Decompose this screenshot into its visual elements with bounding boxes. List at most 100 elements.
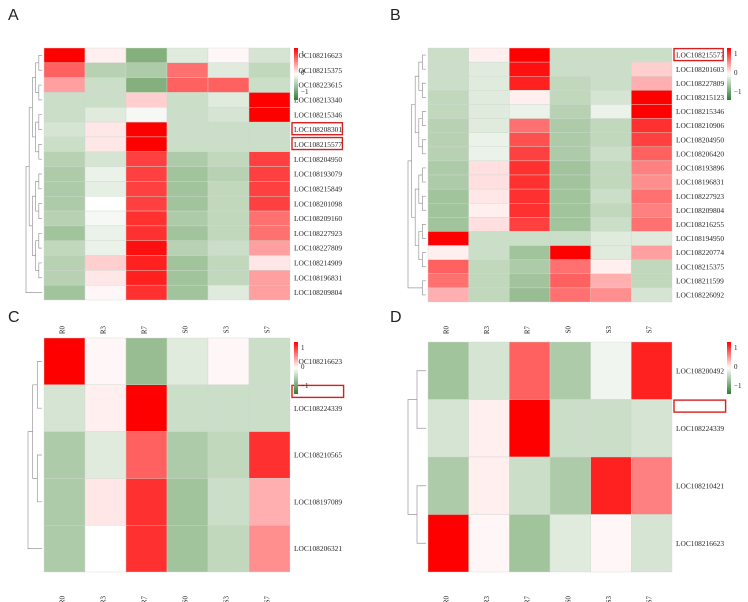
column-label: S3 bbox=[223, 596, 231, 602]
heatmap-cell bbox=[427, 203, 469, 218]
row-label: LOC108215346 bbox=[676, 107, 724, 116]
heatmap-cell bbox=[207, 240, 250, 256]
dendrogram-branch bbox=[36, 454, 42, 503]
heatmap-cell bbox=[509, 61, 551, 77]
heatmap-cell bbox=[631, 203, 673, 218]
heatmap-cell bbox=[427, 174, 469, 190]
row-label: LOC108210565 bbox=[294, 451, 342, 460]
column-label: R7 bbox=[524, 596, 532, 602]
heatmap-cell bbox=[84, 151, 127, 167]
legend-tick: 0 bbox=[301, 69, 305, 77]
row-label: LOC108227809 bbox=[676, 79, 724, 88]
row-label: LOC108193079 bbox=[294, 170, 342, 179]
heatmap-cell bbox=[509, 245, 551, 260]
heatmap-cell bbox=[43, 77, 86, 93]
heatmap-cell bbox=[125, 210, 168, 227]
heatmap-cell bbox=[125, 255, 168, 271]
heatmap-cell bbox=[509, 456, 551, 515]
heatmap-cell bbox=[166, 270, 209, 286]
heatmap-cell bbox=[590, 341, 632, 400]
row-label: LOC108206420 bbox=[676, 149, 724, 158]
dendrogram-branch bbox=[25, 166, 42, 293]
dendrogram-branch bbox=[28, 106, 33, 227]
legend-tick: −1 bbox=[734, 88, 742, 96]
dendrogram-branch bbox=[38, 262, 42, 279]
column-label: S7 bbox=[264, 326, 272, 334]
heatmap-cell bbox=[207, 284, 250, 301]
heatmap-cell bbox=[84, 270, 127, 286]
column-label: S0 bbox=[564, 326, 572, 334]
panel-letter: A bbox=[8, 7, 19, 24]
heatmap-cell bbox=[590, 160, 632, 176]
heatmap-cell bbox=[549, 90, 591, 105]
heatmap-cell bbox=[631, 118, 673, 133]
heatmap-cell bbox=[509, 188, 551, 204]
column-label: R3 bbox=[483, 596, 491, 602]
dendrogram-branch bbox=[422, 224, 426, 239]
row-label: LOC108209160 bbox=[294, 214, 342, 223]
heatmap-cell bbox=[549, 61, 591, 77]
heatmap-cell bbox=[125, 384, 168, 432]
row-label: LOC108201603 bbox=[676, 65, 724, 74]
legend-tick: 0 bbox=[734, 363, 738, 371]
heatmap-cell bbox=[631, 76, 673, 91]
heatmap-cell bbox=[590, 245, 632, 260]
heatmap-cell bbox=[166, 337, 209, 385]
heatmap-cell bbox=[43, 431, 86, 479]
heatmap-cell bbox=[84, 107, 127, 123]
heatmap-cell bbox=[207, 166, 250, 182]
row-label: LOC108216255 bbox=[676, 220, 724, 229]
heatmap-cell bbox=[248, 225, 291, 241]
column-label: S7 bbox=[264, 596, 272, 602]
column-label: R0 bbox=[59, 596, 67, 602]
row-label: LOC108201098 bbox=[294, 199, 342, 208]
heatmap-cell bbox=[631, 217, 673, 232]
heatmap-cell bbox=[549, 231, 591, 246]
heatmap-cell bbox=[549, 259, 591, 274]
heatmap-cell bbox=[207, 136, 250, 152]
heatmap-cell bbox=[590, 104, 632, 119]
legend-tick: −1 bbox=[301, 382, 309, 390]
heatmap-cell bbox=[248, 255, 291, 271]
heatmap-cell bbox=[468, 456, 510, 515]
heatmap-cell bbox=[590, 217, 632, 232]
heatmap-cell bbox=[43, 255, 86, 271]
heatmap-cell bbox=[509, 217, 551, 232]
heatmap-cell bbox=[468, 76, 510, 91]
heatmap-cell bbox=[590, 61, 632, 77]
row-label: LOC108215577 bbox=[294, 140, 342, 149]
dendrogram-branch bbox=[35, 121, 39, 153]
heatmap-cell bbox=[590, 231, 632, 246]
heatmap-cell bbox=[549, 456, 591, 515]
heatmap-cell bbox=[427, 273, 469, 289]
row-label: LOC108211599 bbox=[676, 276, 724, 285]
heatmap-cell bbox=[207, 337, 250, 385]
heatmap-cell bbox=[248, 196, 291, 212]
heatmap-cell bbox=[43, 225, 86, 241]
dendrogram-branch bbox=[416, 485, 426, 544]
heatmap-cell bbox=[248, 107, 291, 123]
heatmap-cell bbox=[631, 245, 673, 260]
row-label: LOC108226092 bbox=[676, 291, 724, 300]
heatmap-cell bbox=[43, 478, 86, 526]
heatmap-cell bbox=[631, 188, 673, 204]
column-label: S0 bbox=[182, 596, 190, 602]
dendrogram-branch bbox=[38, 232, 42, 249]
heatmap-cell bbox=[43, 384, 86, 432]
heatmap-cell bbox=[468, 146, 510, 162]
heatmap-cell bbox=[166, 62, 209, 78]
heatmap-cell bbox=[166, 107, 209, 123]
dendrogram-branch bbox=[418, 118, 423, 148]
row-label: LOC108215849 bbox=[294, 184, 342, 193]
heatmap-cell bbox=[84, 210, 127, 227]
heatmap-cell bbox=[427, 76, 469, 91]
column-label: R3 bbox=[483, 326, 491, 335]
heatmap-cell bbox=[84, 478, 127, 526]
heatmap-cell bbox=[427, 104, 469, 119]
heatmap-cell bbox=[509, 341, 551, 400]
heatmap-cell bbox=[166, 478, 209, 526]
row-label: LOC108216623 bbox=[294, 357, 342, 366]
legend-tick: 1 bbox=[734, 344, 738, 352]
dendrogram-branch bbox=[422, 167, 426, 183]
heatmap-cell bbox=[468, 90, 510, 105]
